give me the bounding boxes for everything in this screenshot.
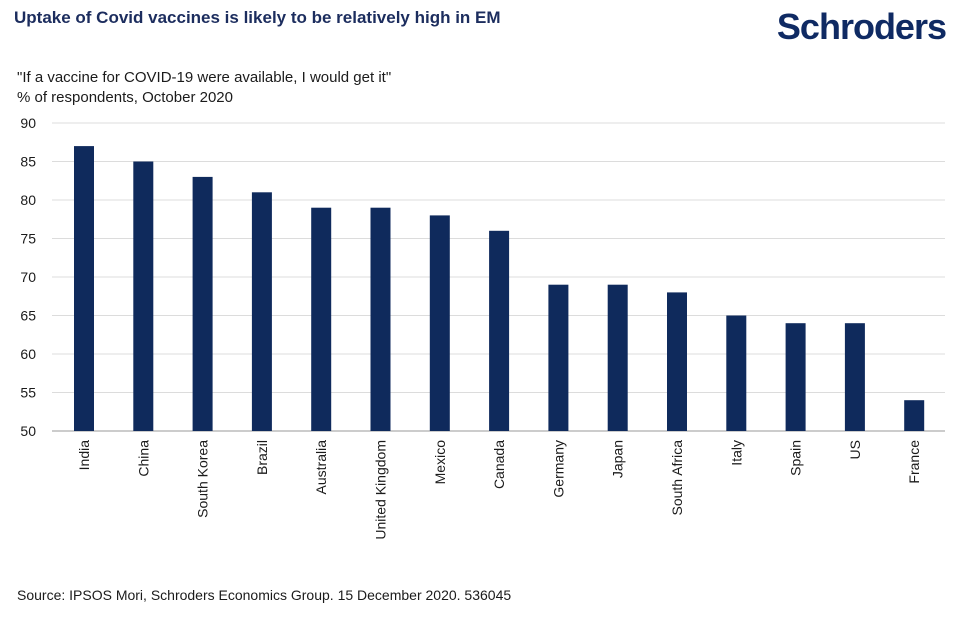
- survey-question: "If a vaccine for COVID-19 were availabl…: [17, 69, 392, 86]
- bar: [785, 323, 806, 431]
- y-tick-label: 65: [20, 308, 36, 324]
- chart-headline: Uptake of Covid vaccines is likely to be…: [14, 8, 501, 27]
- x-tick-label: China: [135, 440, 151, 477]
- y-tick-label: 75: [20, 231, 36, 247]
- x-tick-label: Australia: [313, 440, 329, 495]
- bar: [133, 161, 154, 431]
- bar: [429, 215, 450, 431]
- source-note: Source: IPSOS Mori, Schroders Economics …: [17, 587, 512, 603]
- bar: [489, 230, 510, 431]
- y-tick-label: 60: [20, 346, 36, 362]
- bar: [311, 207, 332, 431]
- bar: [667, 292, 687, 431]
- bar: [726, 315, 747, 431]
- x-tick-label: India: [76, 440, 92, 471]
- y-tick-label: 55: [20, 385, 36, 401]
- bar: [607, 284, 628, 431]
- x-tick-label: Canada: [491, 440, 507, 489]
- x-tick-label: US: [847, 440, 863, 459]
- bar: [251, 192, 272, 431]
- y-tick-label: 90: [20, 115, 36, 131]
- bar: [904, 400, 925, 431]
- x-tick-label: France: [906, 440, 922, 484]
- unit-label: % of respondents, October 2020: [17, 89, 233, 106]
- x-tick-label: Brazil: [254, 440, 270, 475]
- x-tick-label: Germany: [550, 440, 566, 498]
- bar: [548, 284, 569, 431]
- x-tick-label: South Korea: [195, 440, 211, 518]
- y-tick-label: 80: [20, 192, 36, 208]
- bar: [844, 323, 865, 431]
- schroders-logo: Schroders: [776, 6, 947, 47]
- chart-subtitle: "If a vaccine for COVID-19 were availabl…: [17, 68, 391, 108]
- x-tick-label: United Kingdom: [373, 440, 389, 540]
- bar: [74, 146, 94, 431]
- bar: [192, 176, 213, 431]
- bar: [370, 207, 391, 431]
- y-tick-label: 50: [20, 423, 36, 439]
- x-tick-label: Japan: [610, 440, 626, 478]
- y-tick-label: 70: [20, 269, 36, 285]
- x-tick-label: Mexico: [432, 440, 448, 485]
- x-tick-label: Italy: [728, 440, 744, 466]
- x-tick-label: Spain: [788, 440, 804, 476]
- y-tick-label: 85: [20, 154, 36, 170]
- x-tick-label: South Africa: [669, 440, 685, 516]
